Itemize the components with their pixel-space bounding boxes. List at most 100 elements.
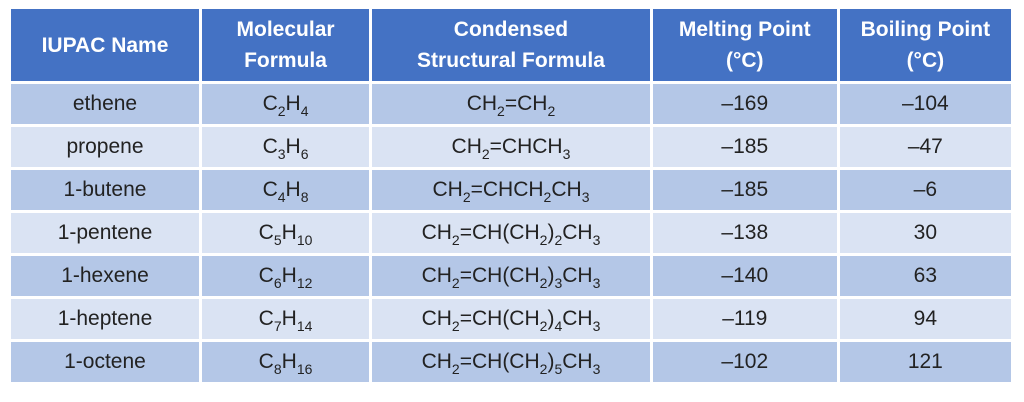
- formula-subscript: 3: [592, 318, 601, 334]
- boiling-point-cell: 30: [839, 213, 1011, 253]
- formula-text: =CH: [504, 92, 548, 115]
- boiling-point-cell: –6: [839, 170, 1011, 210]
- formula-subscript: 2: [451, 361, 460, 377]
- header-structural-formula: Condensed Structural Formula: [372, 9, 650, 81]
- formula-text: ): [547, 221, 555, 244]
- formula-subscript: 7: [273, 318, 282, 334]
- formula-text: =CHCH: [489, 135, 563, 158]
- formula-subscript: 4: [300, 103, 309, 119]
- melting-point-cell: –119: [652, 299, 837, 339]
- structural-formula-cell: CH2=CH(CH2)4CH3: [372, 299, 650, 339]
- melting-point-cell: –185: [652, 127, 837, 167]
- formula-subscript: 2: [451, 275, 460, 291]
- structural-formula-cell: CH2=CH(CH2)2CH3: [372, 213, 650, 253]
- formula-subscript: 10: [296, 232, 313, 248]
- header-melting-point-line1: Melting Point: [678, 18, 811, 41]
- formula-text: =CH(CH: [459, 221, 540, 244]
- molecular-formula-cell: C5H10: [201, 213, 370, 253]
- table-body: ethene C2H4 CH2=CH2 –169 –104 propene C3…: [11, 84, 1011, 382]
- formula-subscript: 3: [592, 232, 601, 248]
- formula-subscript: 2: [462, 189, 471, 205]
- melting-point-cell: –138: [652, 213, 837, 253]
- formula-text: H: [285, 135, 301, 158]
- formula-subscript: 3: [562, 146, 571, 162]
- formula-subscript: 2: [451, 232, 460, 248]
- melting-point-cell: –102: [652, 342, 837, 382]
- formula-subscript: 2: [539, 318, 548, 334]
- iupac-name-cell: 1-heptene: [11, 299, 199, 339]
- formula-subscript: 4: [277, 189, 286, 205]
- header-molecular-formula-line2: Formula: [244, 49, 327, 72]
- structural-formula-cell: CH2=CH(CH2)3CH3: [372, 256, 650, 296]
- formula-text: CH: [421, 264, 452, 287]
- iupac-name-cell: propene: [11, 127, 199, 167]
- formula-text: CH: [466, 92, 498, 115]
- header-structural-formula-line2: Structural Formula: [417, 49, 605, 72]
- header-melting-point: Melting Point (°C): [652, 9, 837, 81]
- iupac-name-cell: 1-octene: [11, 342, 199, 382]
- formula-subscript: 3: [592, 361, 601, 377]
- formula-subscript: 3: [277, 146, 286, 162]
- boiling-point-cell: 121: [839, 342, 1011, 382]
- formula-subscript: 2: [539, 361, 548, 377]
- formula-text: ): [547, 307, 555, 330]
- formula-subscript: 6: [300, 146, 309, 162]
- molecular-formula-cell: C8H16: [201, 342, 370, 382]
- molecular-formula-cell: C2H4: [201, 84, 370, 124]
- formula-text: =CH(CH: [459, 350, 540, 373]
- formula-text: C: [258, 221, 274, 244]
- header-molecular-formula-line1: Molecular: [236, 18, 335, 41]
- table-row: propene C3H6 CH2=CHCH3 –185 –47: [11, 127, 1011, 167]
- formula-text: C: [262, 178, 278, 201]
- formula-subscript: 8: [273, 361, 282, 377]
- formula-subscript: 2: [539, 232, 548, 248]
- formula-subscript: 12: [296, 275, 313, 291]
- header-boiling-point: Boiling Point (°C): [839, 9, 1011, 81]
- header-iupac-name: IUPAC Name: [11, 9, 199, 81]
- formula-text: H: [281, 350, 297, 373]
- structural-formula-cell: CH2=CHCH3: [372, 127, 650, 167]
- table-row: 1-octene C8H16 CH2=CH(CH2)5CH3 –102 121: [11, 342, 1011, 382]
- formula-subscript: 2: [497, 103, 505, 119]
- formula-subscript: 3: [592, 275, 601, 291]
- formula-text: =CHCH: [470, 178, 544, 201]
- boiling-point-cell: 63: [839, 256, 1011, 296]
- formula-text: =CH(CH: [459, 264, 540, 287]
- formula-text: C: [258, 307, 274, 330]
- structural-formula-cell: CH2=CHCH2CH3: [372, 170, 650, 210]
- formula-subscript: 3: [581, 189, 590, 205]
- boiling-point-cell: –104: [839, 84, 1011, 124]
- iupac-name-cell: 1-butene: [11, 170, 199, 210]
- melting-point-cell: –169: [652, 84, 837, 124]
- alkene-table-container: IUPAC Name Molecular Formula Condensed S…: [8, 6, 1014, 385]
- table-row: 1-pentene C5H10 CH2=CH(CH2)2CH3 –138 30: [11, 213, 1011, 253]
- molecular-formula-cell: C6H12: [201, 256, 370, 296]
- molecular-formula-cell: C3H6: [201, 127, 370, 167]
- formula-subscript: 2: [554, 232, 563, 248]
- formula-subscript: 2: [277, 103, 286, 119]
- formula-text: CH: [551, 178, 582, 201]
- header-iupac-name-text: IUPAC Name: [41, 33, 169, 57]
- formula-subscript: 14: [296, 318, 313, 334]
- formula-subscript: 2: [481, 146, 490, 162]
- formula-text: C: [262, 92, 278, 115]
- formula-text: C: [258, 350, 274, 373]
- formula-subscript: 16: [296, 361, 313, 377]
- formula-text: H: [281, 307, 297, 330]
- header-melting-point-line2: (°C): [726, 49, 764, 72]
- table-row: 1-hexene C6H12 CH2=CH(CH2)3CH3 –140 63: [11, 256, 1011, 296]
- header-boiling-point-line2: (°C): [906, 49, 945, 72]
- formula-text: ): [547, 264, 555, 287]
- formula-subscript: 2: [543, 189, 552, 205]
- formula-text: CH: [432, 178, 463, 201]
- alkene-properties-table: IUPAC Name Molecular Formula Condensed S…: [8, 6, 1014, 385]
- formula-text: H: [285, 92, 301, 115]
- formula-subscript: 4: [554, 318, 563, 334]
- boiling-point-cell: 94: [839, 299, 1011, 339]
- formula-text: CH: [562, 264, 593, 287]
- formula-text: CH: [421, 221, 452, 244]
- header-boiling-point-line1: Boiling Point: [860, 18, 991, 41]
- formula-text: CH: [562, 307, 593, 330]
- formula-text: =CH(CH: [459, 307, 540, 330]
- formula-subscript: 3: [554, 275, 563, 291]
